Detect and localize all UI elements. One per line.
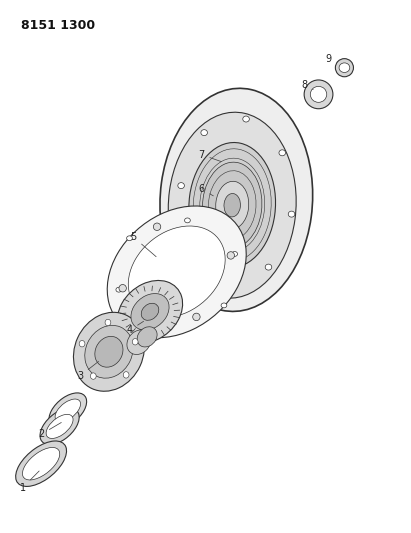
Ellipse shape: [304, 80, 333, 109]
Ellipse shape: [189, 142, 275, 268]
Ellipse shape: [335, 59, 353, 77]
Ellipse shape: [79, 341, 85, 347]
Ellipse shape: [132, 338, 138, 345]
Ellipse shape: [141, 303, 159, 320]
Ellipse shape: [128, 226, 225, 318]
Ellipse shape: [127, 330, 151, 354]
Ellipse shape: [46, 414, 73, 439]
Ellipse shape: [105, 319, 111, 326]
Ellipse shape: [131, 294, 169, 330]
Ellipse shape: [119, 285, 126, 292]
Ellipse shape: [216, 181, 249, 229]
Ellipse shape: [232, 252, 238, 256]
Ellipse shape: [49, 393, 87, 428]
Ellipse shape: [185, 218, 190, 223]
Text: 8: 8: [301, 80, 313, 90]
Ellipse shape: [227, 252, 235, 259]
Text: 2: 2: [38, 423, 61, 439]
Ellipse shape: [221, 303, 227, 308]
Ellipse shape: [74, 312, 144, 391]
Ellipse shape: [127, 236, 132, 241]
Ellipse shape: [137, 327, 157, 347]
Ellipse shape: [118, 280, 182, 343]
Ellipse shape: [163, 321, 169, 326]
Ellipse shape: [279, 150, 286, 156]
Polygon shape: [132, 322, 164, 352]
Ellipse shape: [123, 372, 129, 378]
Ellipse shape: [23, 448, 60, 480]
Text: 6: 6: [199, 184, 213, 196]
Ellipse shape: [193, 313, 200, 321]
Text: 9: 9: [326, 54, 338, 63]
Ellipse shape: [288, 211, 295, 217]
Text: 7: 7: [198, 150, 222, 161]
Text: 3: 3: [77, 361, 99, 381]
Ellipse shape: [178, 183, 185, 189]
Text: 1: 1: [20, 471, 39, 492]
Ellipse shape: [203, 162, 262, 248]
Ellipse shape: [40, 408, 79, 445]
Ellipse shape: [90, 373, 96, 379]
Ellipse shape: [223, 278, 230, 284]
Ellipse shape: [95, 336, 123, 367]
Ellipse shape: [224, 193, 240, 217]
Ellipse shape: [85, 325, 133, 378]
Ellipse shape: [107, 206, 246, 338]
Ellipse shape: [160, 88, 313, 311]
Ellipse shape: [201, 130, 208, 135]
Ellipse shape: [243, 116, 249, 122]
Ellipse shape: [187, 244, 194, 250]
Ellipse shape: [153, 223, 161, 230]
Ellipse shape: [16, 441, 67, 487]
Ellipse shape: [168, 112, 296, 298]
Ellipse shape: [310, 86, 327, 102]
Ellipse shape: [339, 63, 350, 72]
Text: 5: 5: [130, 232, 156, 257]
Text: 8151 1300: 8151 1300: [21, 19, 95, 31]
Text: 4: 4: [127, 321, 143, 335]
Ellipse shape: [116, 287, 122, 292]
Ellipse shape: [55, 399, 81, 422]
Ellipse shape: [265, 264, 272, 270]
